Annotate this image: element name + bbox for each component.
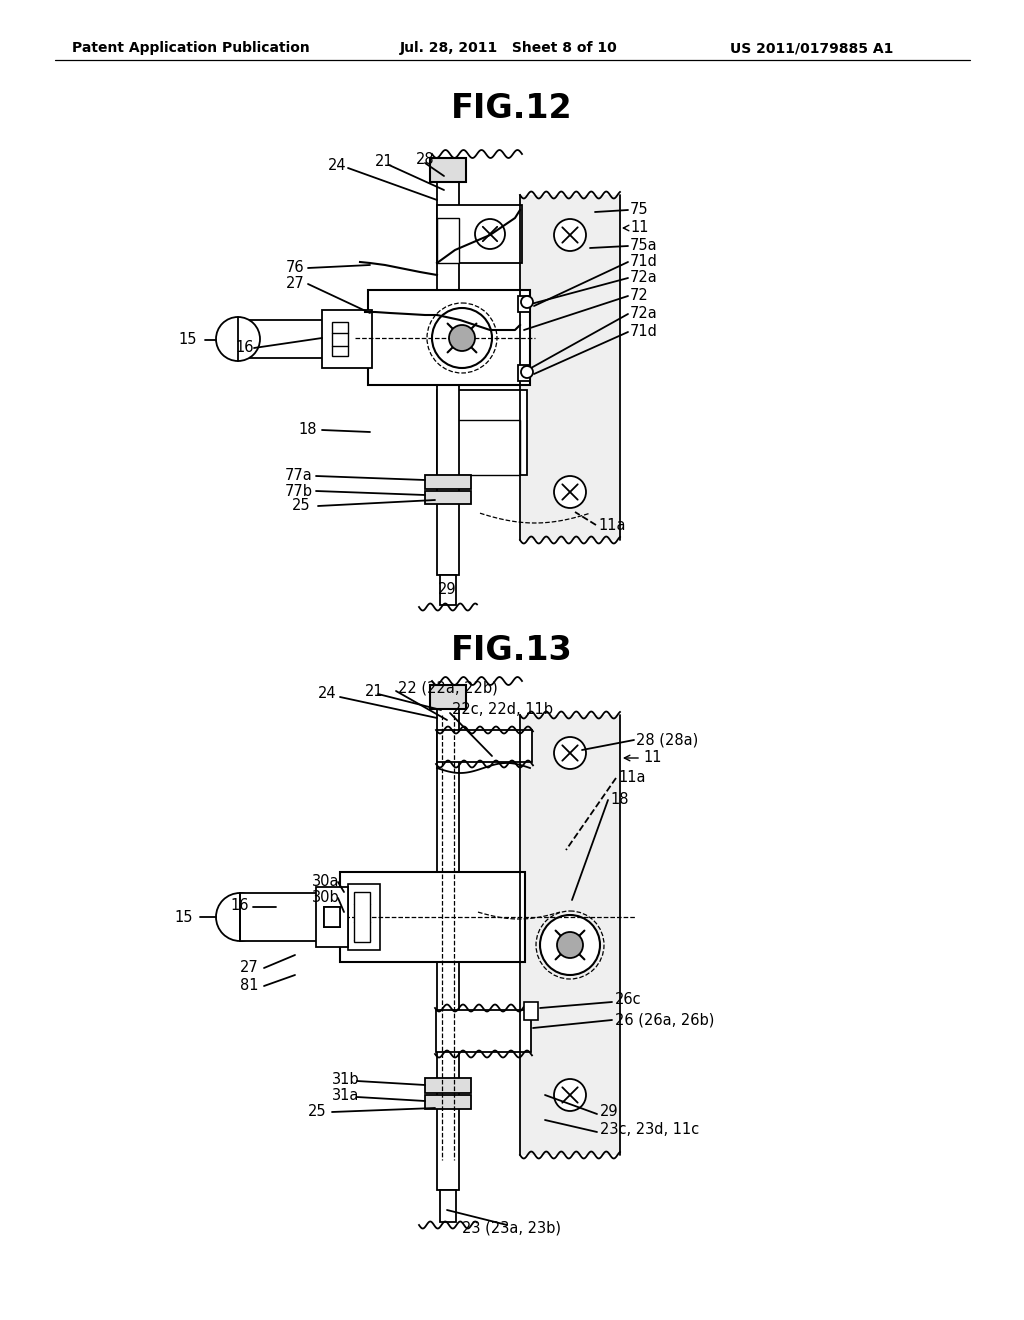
Text: 28 (28a): 28 (28a) [636, 733, 698, 747]
Bar [240, 894, 319, 941]
Text: FIG.12: FIG.12 [452, 91, 572, 124]
Text: 24: 24 [328, 157, 347, 173]
Text: 26 (26a, 26b): 26 (26a, 26b) [615, 1012, 715, 1027]
Text: 26c: 26c [615, 993, 642, 1007]
Text: 29: 29 [437, 582, 457, 598]
Text: 11: 11 [630, 220, 648, 235]
Text: 72a: 72a [630, 306, 657, 322]
Text: 77a: 77a [285, 469, 312, 483]
Circle shape [554, 737, 586, 770]
Text: US 2011/0179885 A1: US 2011/0179885 A1 [730, 41, 893, 55]
Text: 28: 28 [416, 153, 434, 168]
Text: 75a: 75a [630, 239, 657, 253]
Text: Patent Application Publication: Patent Application Publication [72, 41, 309, 55]
Bar [425, 1078, 471, 1093]
Bar [425, 1096, 471, 1109]
Bar [437, 685, 459, 1191]
Text: 16: 16 [230, 899, 249, 913]
Text: 71d: 71d [630, 255, 657, 269]
Text: 30a: 30a [312, 874, 340, 890]
Bar [440, 1191, 456, 1222]
Circle shape [521, 366, 534, 378]
Bar [324, 907, 340, 927]
Bar [440, 576, 456, 605]
Text: 27: 27 [286, 276, 305, 290]
Bar [437, 158, 459, 576]
Text: 21: 21 [375, 154, 393, 169]
Bar [524, 1002, 538, 1020]
Text: 29: 29 [600, 1105, 618, 1119]
Text: 18: 18 [298, 422, 316, 437]
Text: 76: 76 [286, 260, 304, 275]
Text: 24: 24 [318, 686, 337, 701]
Bar [437, 420, 520, 475]
Text: FIG.13: FIG.13 [452, 634, 572, 667]
Text: 11a: 11a [598, 517, 626, 532]
Bar [348, 884, 380, 950]
Bar [437, 205, 522, 263]
Bar [322, 310, 372, 368]
Bar [520, 715, 620, 1155]
Text: 25: 25 [308, 1105, 327, 1119]
Bar [425, 475, 471, 488]
Text: 72: 72 [630, 289, 649, 304]
Text: 15: 15 [174, 909, 193, 924]
Bar [316, 887, 348, 946]
Text: 31a: 31a [332, 1089, 359, 1104]
Text: 23c, 23d, 11c: 23c, 23d, 11c [600, 1122, 699, 1138]
Text: 31b: 31b [332, 1072, 359, 1088]
Bar [437, 730, 532, 762]
Text: 81: 81 [240, 978, 258, 994]
Bar [425, 491, 471, 504]
Bar [354, 892, 370, 942]
Circle shape [557, 932, 583, 958]
Bar [437, 218, 459, 263]
Text: Jul. 28, 2011   Sheet 8 of 10: Jul. 28, 2011 Sheet 8 of 10 [400, 41, 617, 55]
Circle shape [554, 219, 586, 251]
Bar [430, 158, 466, 182]
Circle shape [216, 894, 264, 941]
Text: 75: 75 [630, 202, 648, 218]
Text: 30b: 30b [312, 891, 340, 906]
Bar [436, 1010, 531, 1052]
Text: 11a: 11a [618, 771, 645, 785]
Circle shape [521, 296, 534, 308]
Text: 15: 15 [178, 333, 197, 347]
Text: 27: 27 [240, 961, 259, 975]
Circle shape [216, 317, 260, 360]
Bar [430, 685, 466, 709]
Text: 22 (22a, 22b): 22 (22a, 22b) [398, 681, 498, 696]
Text: 25: 25 [292, 499, 310, 513]
Circle shape [554, 1078, 586, 1111]
Text: 18: 18 [610, 792, 629, 808]
Text: 77b: 77b [285, 483, 313, 499]
Text: 16: 16 [234, 339, 254, 355]
Circle shape [432, 308, 492, 368]
Bar [238, 319, 323, 358]
Circle shape [475, 219, 505, 249]
Circle shape [449, 325, 475, 351]
Text: 23 (23a, 23b): 23 (23a, 23b) [463, 1221, 561, 1236]
Bar [332, 322, 348, 356]
Bar [518, 296, 530, 312]
Bar [368, 290, 530, 385]
Text: 21: 21 [365, 684, 384, 698]
Text: 11: 11 [643, 751, 662, 766]
Text: 72a: 72a [630, 271, 657, 285]
Text: 22c, 22d, 11b: 22c, 22d, 11b [452, 702, 553, 718]
Text: 71d: 71d [630, 325, 657, 339]
Bar [520, 195, 620, 540]
Circle shape [540, 915, 600, 975]
Circle shape [554, 477, 586, 508]
Bar [437, 389, 527, 475]
Bar [518, 366, 530, 381]
Bar [340, 873, 525, 962]
